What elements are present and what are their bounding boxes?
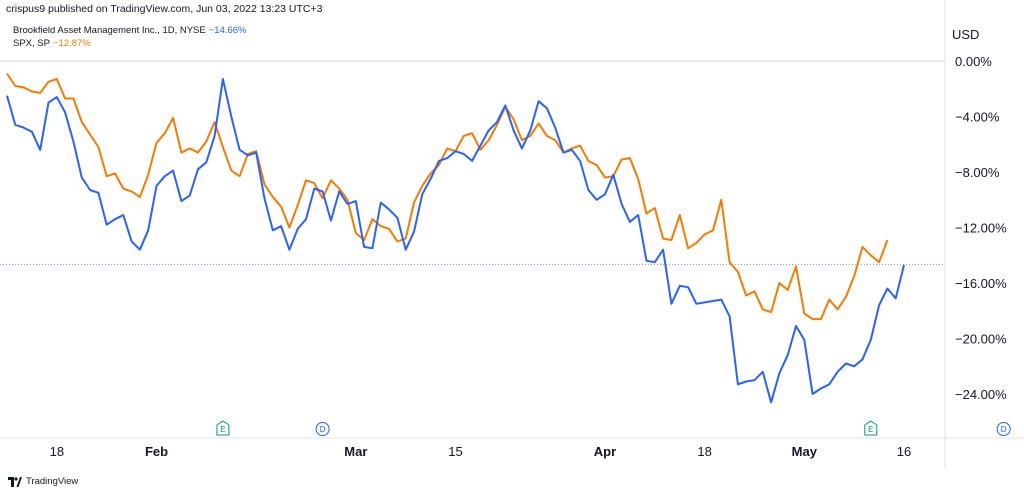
series-layer bbox=[6, 72, 905, 404]
x-tick-label: 18 bbox=[697, 444, 711, 459]
legend-label-bam: Brookfield Asset Management Inc., 1D, NY… bbox=[13, 25, 206, 36]
y-tick-label: −20.00% bbox=[955, 332, 1007, 347]
x-tick-label: May bbox=[792, 444, 818, 459]
dividend-marker-icon[interactable]: D bbox=[996, 422, 1011, 436]
x-axis-ticks: 18FebMar15Apr18May16Jun bbox=[50, 444, 912, 459]
y-tick-label: −4.00% bbox=[955, 110, 1000, 125]
x-tick-label: Mar bbox=[344, 444, 367, 459]
legend-label-spx: SPX, SP bbox=[13, 38, 50, 49]
y-tick-label: −12.00% bbox=[955, 221, 1007, 236]
earnings-marker-icon[interactable]: E bbox=[864, 420, 878, 436]
x-tick-label: 15 bbox=[448, 444, 462, 459]
y-tick-label: −16.00% bbox=[955, 276, 1007, 291]
publisher-line: crispus9 published on TradingView.com, J… bbox=[6, 3, 323, 15]
svg-text:E: E bbox=[220, 425, 225, 434]
legend-change-bam: −14.66% bbox=[208, 25, 247, 36]
x-tick-label: 18 bbox=[50, 444, 64, 459]
tradingview-logo-icon bbox=[8, 476, 22, 487]
svg-text:E: E bbox=[868, 425, 873, 434]
svg-text:D: D bbox=[1001, 425, 1007, 434]
currency-label: USD bbox=[952, 27, 980, 42]
series-line-bam[interactable] bbox=[6, 78, 905, 404]
series-line-spx[interactable] bbox=[6, 72, 889, 321]
earnings-marker-icon[interactable]: E bbox=[216, 420, 230, 436]
chart-axes bbox=[0, 0, 1024, 468]
x-tick-label: Apr bbox=[594, 444, 616, 459]
legend-change-spx: −12.87% bbox=[52, 38, 91, 49]
y-tick-label: −24.00% bbox=[955, 387, 1007, 402]
legend-series-spx[interactable]: SPX, SP −12.87% bbox=[13, 38, 91, 49]
y-tick-label: 0.00% bbox=[955, 54, 992, 69]
y-axis-ticks: 0.00% −4.00% −8.00% −12.00% −16.00% −20.00% −2… bbox=[955, 54, 1007, 402]
x-tick-label: 16 bbox=[897, 444, 911, 459]
footer-brand-label: TradingView bbox=[26, 476, 79, 487]
legend-series-bam[interactable]: Brookfield Asset Management Inc., 1D, NY… bbox=[13, 25, 247, 36]
svg-text:D: D bbox=[320, 425, 326, 434]
y-tick-label: −8.00% bbox=[955, 165, 1000, 180]
dividend-marker-icon[interactable]: D bbox=[315, 422, 330, 436]
x-tick-label: Feb bbox=[145, 444, 168, 459]
footer-brand[interactable]: TradingView bbox=[8, 476, 78, 487]
